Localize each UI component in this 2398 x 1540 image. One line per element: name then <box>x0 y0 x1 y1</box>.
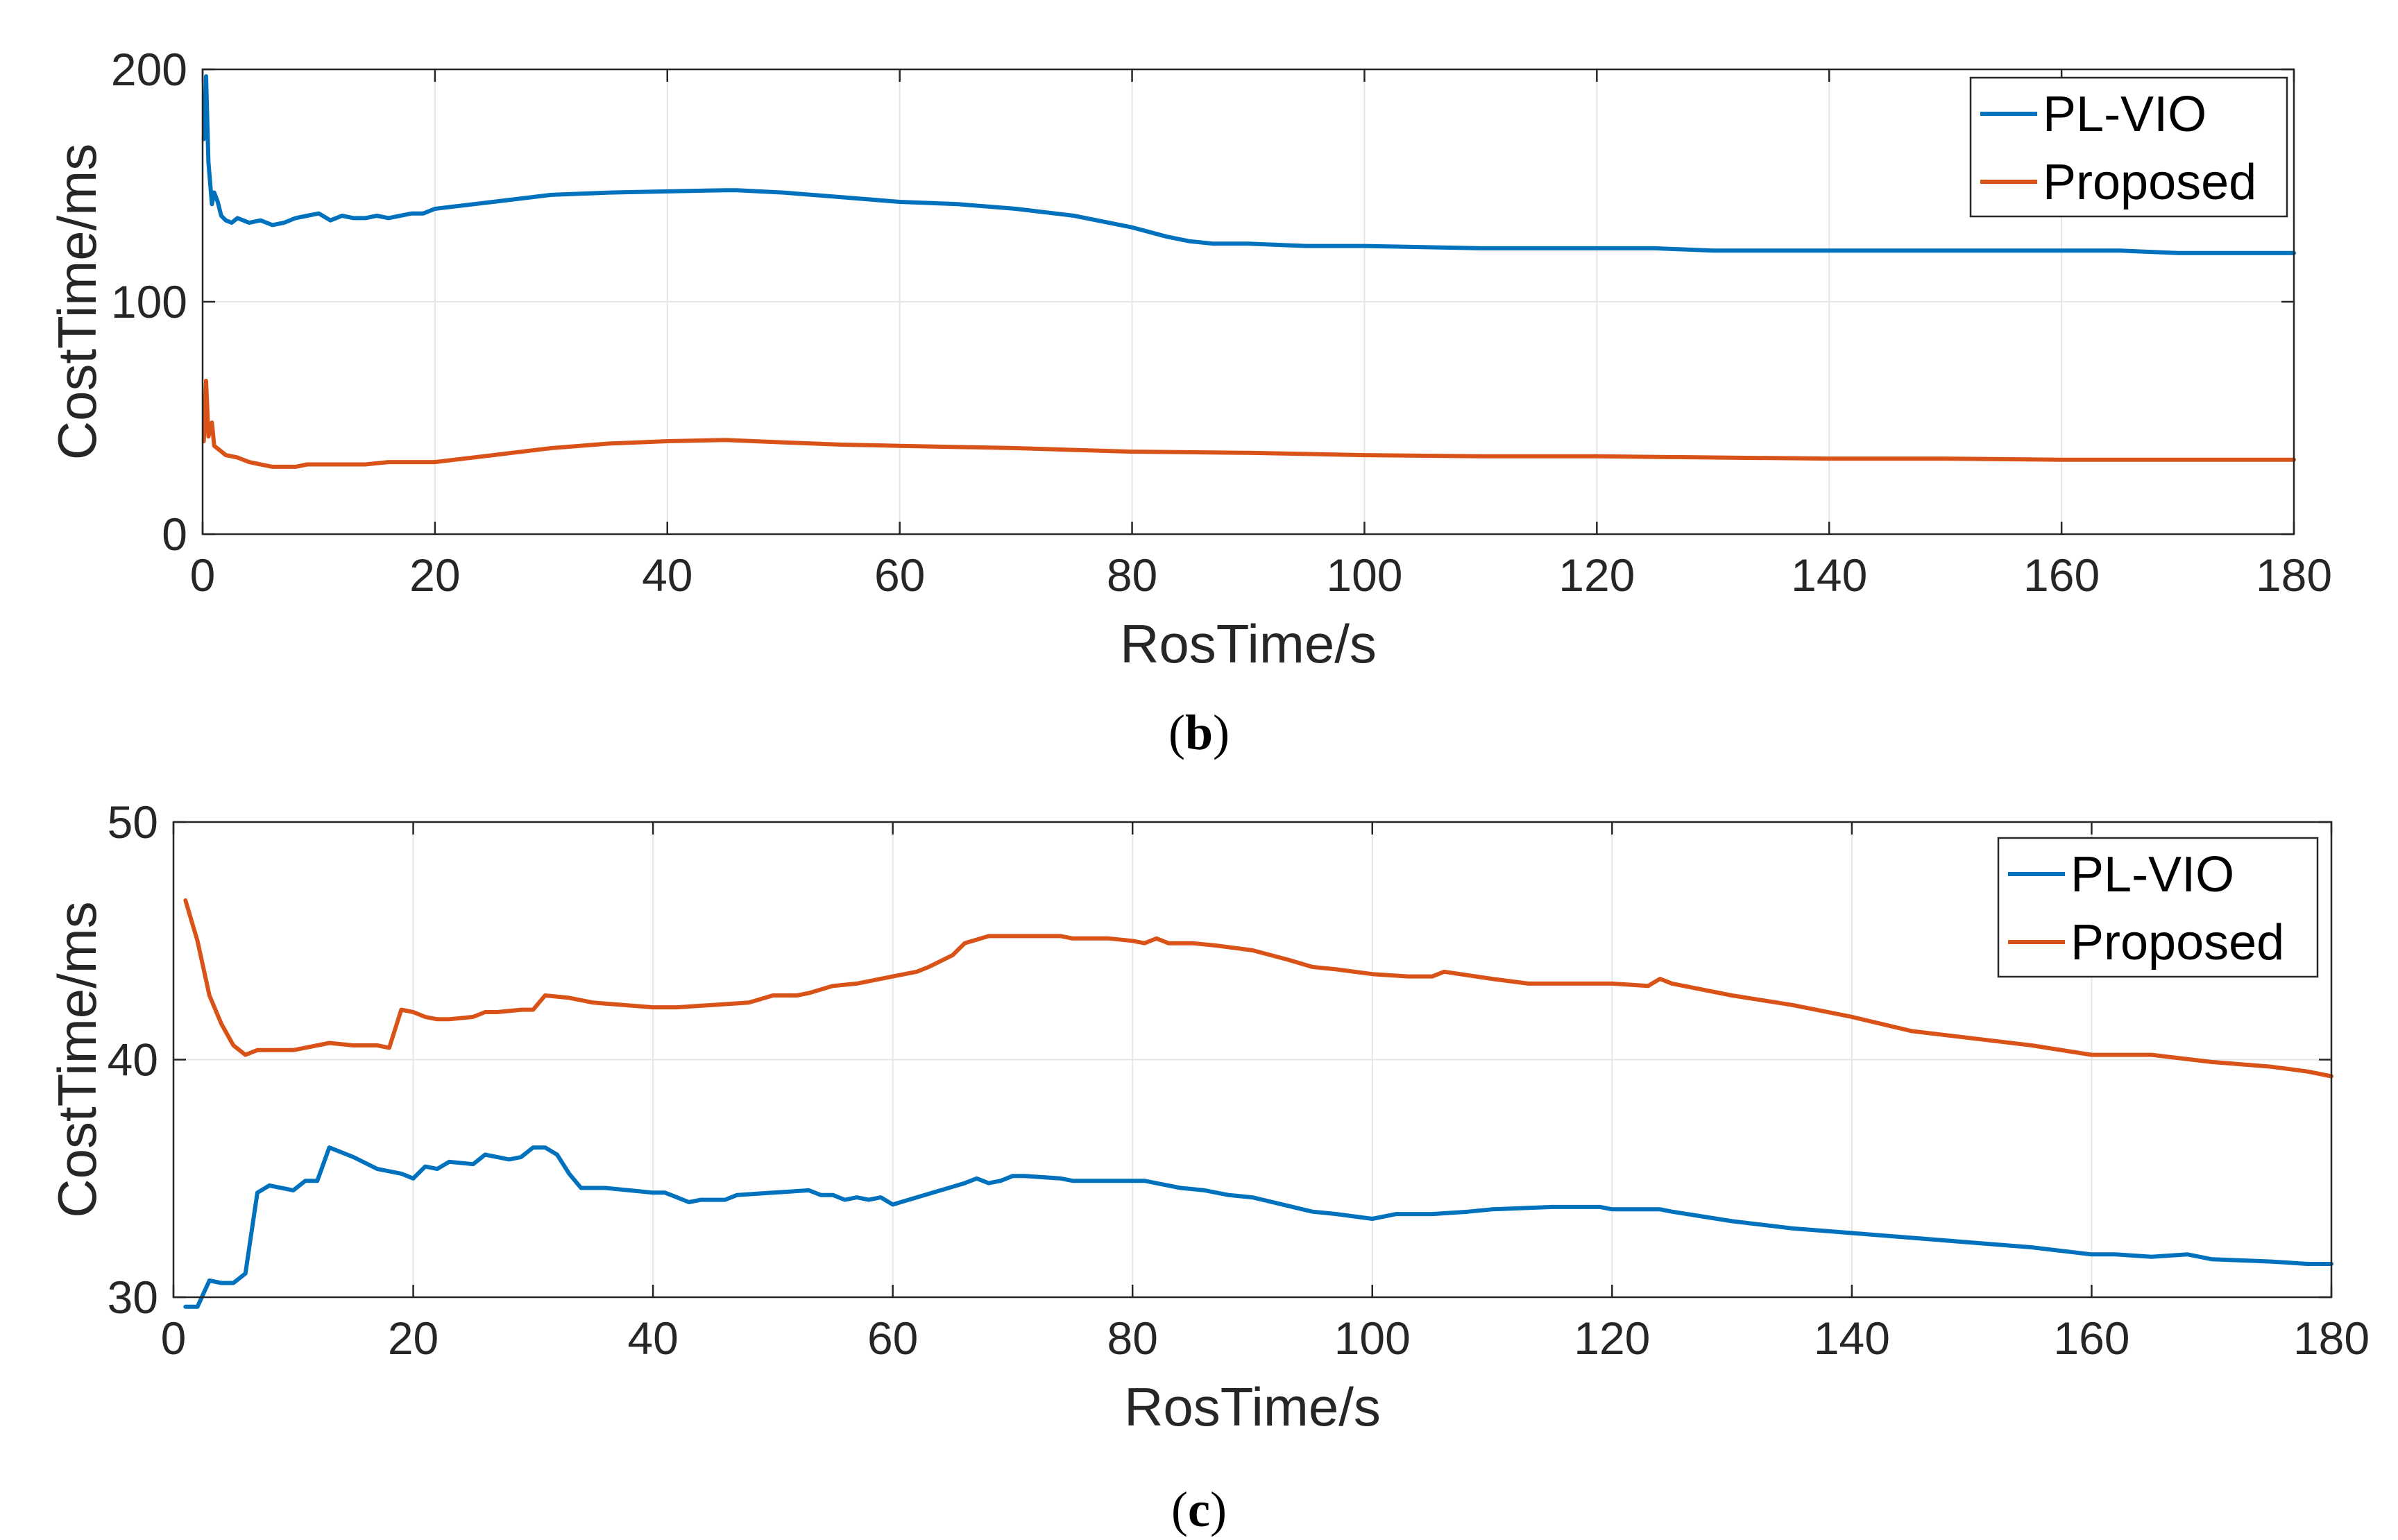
y-axis-label-b: CostTime/ms <box>46 144 108 460</box>
caption-paren-open: ( <box>1171 1482 1188 1537</box>
ticks-b: 0 20 40 60 80 100 120 140 160 180 0 100 200 <box>111 44 2332 601</box>
x-tick-label: 40 <box>642 549 692 601</box>
y-tick-label: 30 <box>108 1272 158 1323</box>
x-tick-label: 0 <box>190 549 216 601</box>
x-tick-label: 120 <box>1574 1312 1650 1364</box>
caption-b: (b) <box>1168 705 1230 760</box>
caption-panel-letter: c <box>1188 1482 1210 1537</box>
series-line-proposed <box>201 378 2296 469</box>
y-tick-label: 40 <box>108 1034 158 1086</box>
x-tick-label: 60 <box>867 1312 918 1364</box>
legend-label: Proposed <box>2070 915 2284 970</box>
y-tick-label: 200 <box>111 44 187 95</box>
x-tick-label: 120 <box>1558 549 1635 601</box>
plot-lines-c <box>183 898 2333 1309</box>
x-axis-label-c: RosTime/s <box>1124 1376 1381 1437</box>
series-line-pl-vio <box>183 1145 2333 1309</box>
x-tick-label: 20 <box>409 549 460 601</box>
legend-box <box>1969 76 2288 218</box>
caption-paren-open: ( <box>1168 705 1185 760</box>
y-tick-label: 0 <box>162 508 187 560</box>
legend-c: PL-VIO Proposed <box>1997 837 2319 978</box>
x-tick-label: 20 <box>388 1312 439 1364</box>
x-tick-label: 80 <box>1107 549 1157 601</box>
x-tick-label: 160 <box>2053 1312 2129 1364</box>
x-tick-label: 180 <box>2293 1312 2370 1364</box>
x-tick-label: 140 <box>1791 549 1867 601</box>
plot-lines-b <box>201 74 2296 469</box>
legend-label: PL-VIO <box>2070 847 2234 902</box>
caption-panel-letter: b <box>1185 705 1213 760</box>
x-tick-label: 180 <box>2256 549 2332 601</box>
chart-panel-b: 0 20 40 60 80 100 120 140 160 180 0 100 200 RosTime/… <box>46 44 2332 760</box>
y-tick-label: 50 <box>108 796 158 848</box>
x-tick-label: 60 <box>874 549 925 601</box>
y-axis-label-c: CostTime/ms <box>46 901 108 1217</box>
x-tick-label: 140 <box>1814 1312 1890 1364</box>
x-tick-label: 160 <box>2023 549 2100 601</box>
caption-c: (c) <box>1171 1482 1227 1537</box>
legend-box <box>1997 837 2319 978</box>
x-tick-label: 80 <box>1107 1312 1158 1364</box>
legend-label: Proposed <box>2043 155 2256 210</box>
x-tick-label: 100 <box>1326 549 1402 601</box>
caption-paren-close: ) <box>1210 1482 1227 1537</box>
x-tick-label: 100 <box>1334 1312 1411 1364</box>
legend-b: PL-VIO Proposed <box>1969 76 2288 218</box>
x-tick-label: 0 <box>161 1312 187 1364</box>
chart-panel-c: 0 20 40 60 80 100 120 140 160 180 30 40 50 RosTime/s… <box>46 796 2370 1537</box>
ticks-c: 0 20 40 60 80 100 120 140 160 180 30 40 50 <box>108 796 2370 1364</box>
y-tick-label: 100 <box>111 276 187 327</box>
legend-label: PL-VIO <box>2043 87 2206 142</box>
series-line-proposed <box>183 898 2333 1079</box>
x-tick-label: 40 <box>627 1312 678 1364</box>
caption-paren-close: ) <box>1213 705 1230 760</box>
x-axis-label-b: RosTime/s <box>1120 613 1377 674</box>
series-line-pl-vio <box>201 74 2296 255</box>
